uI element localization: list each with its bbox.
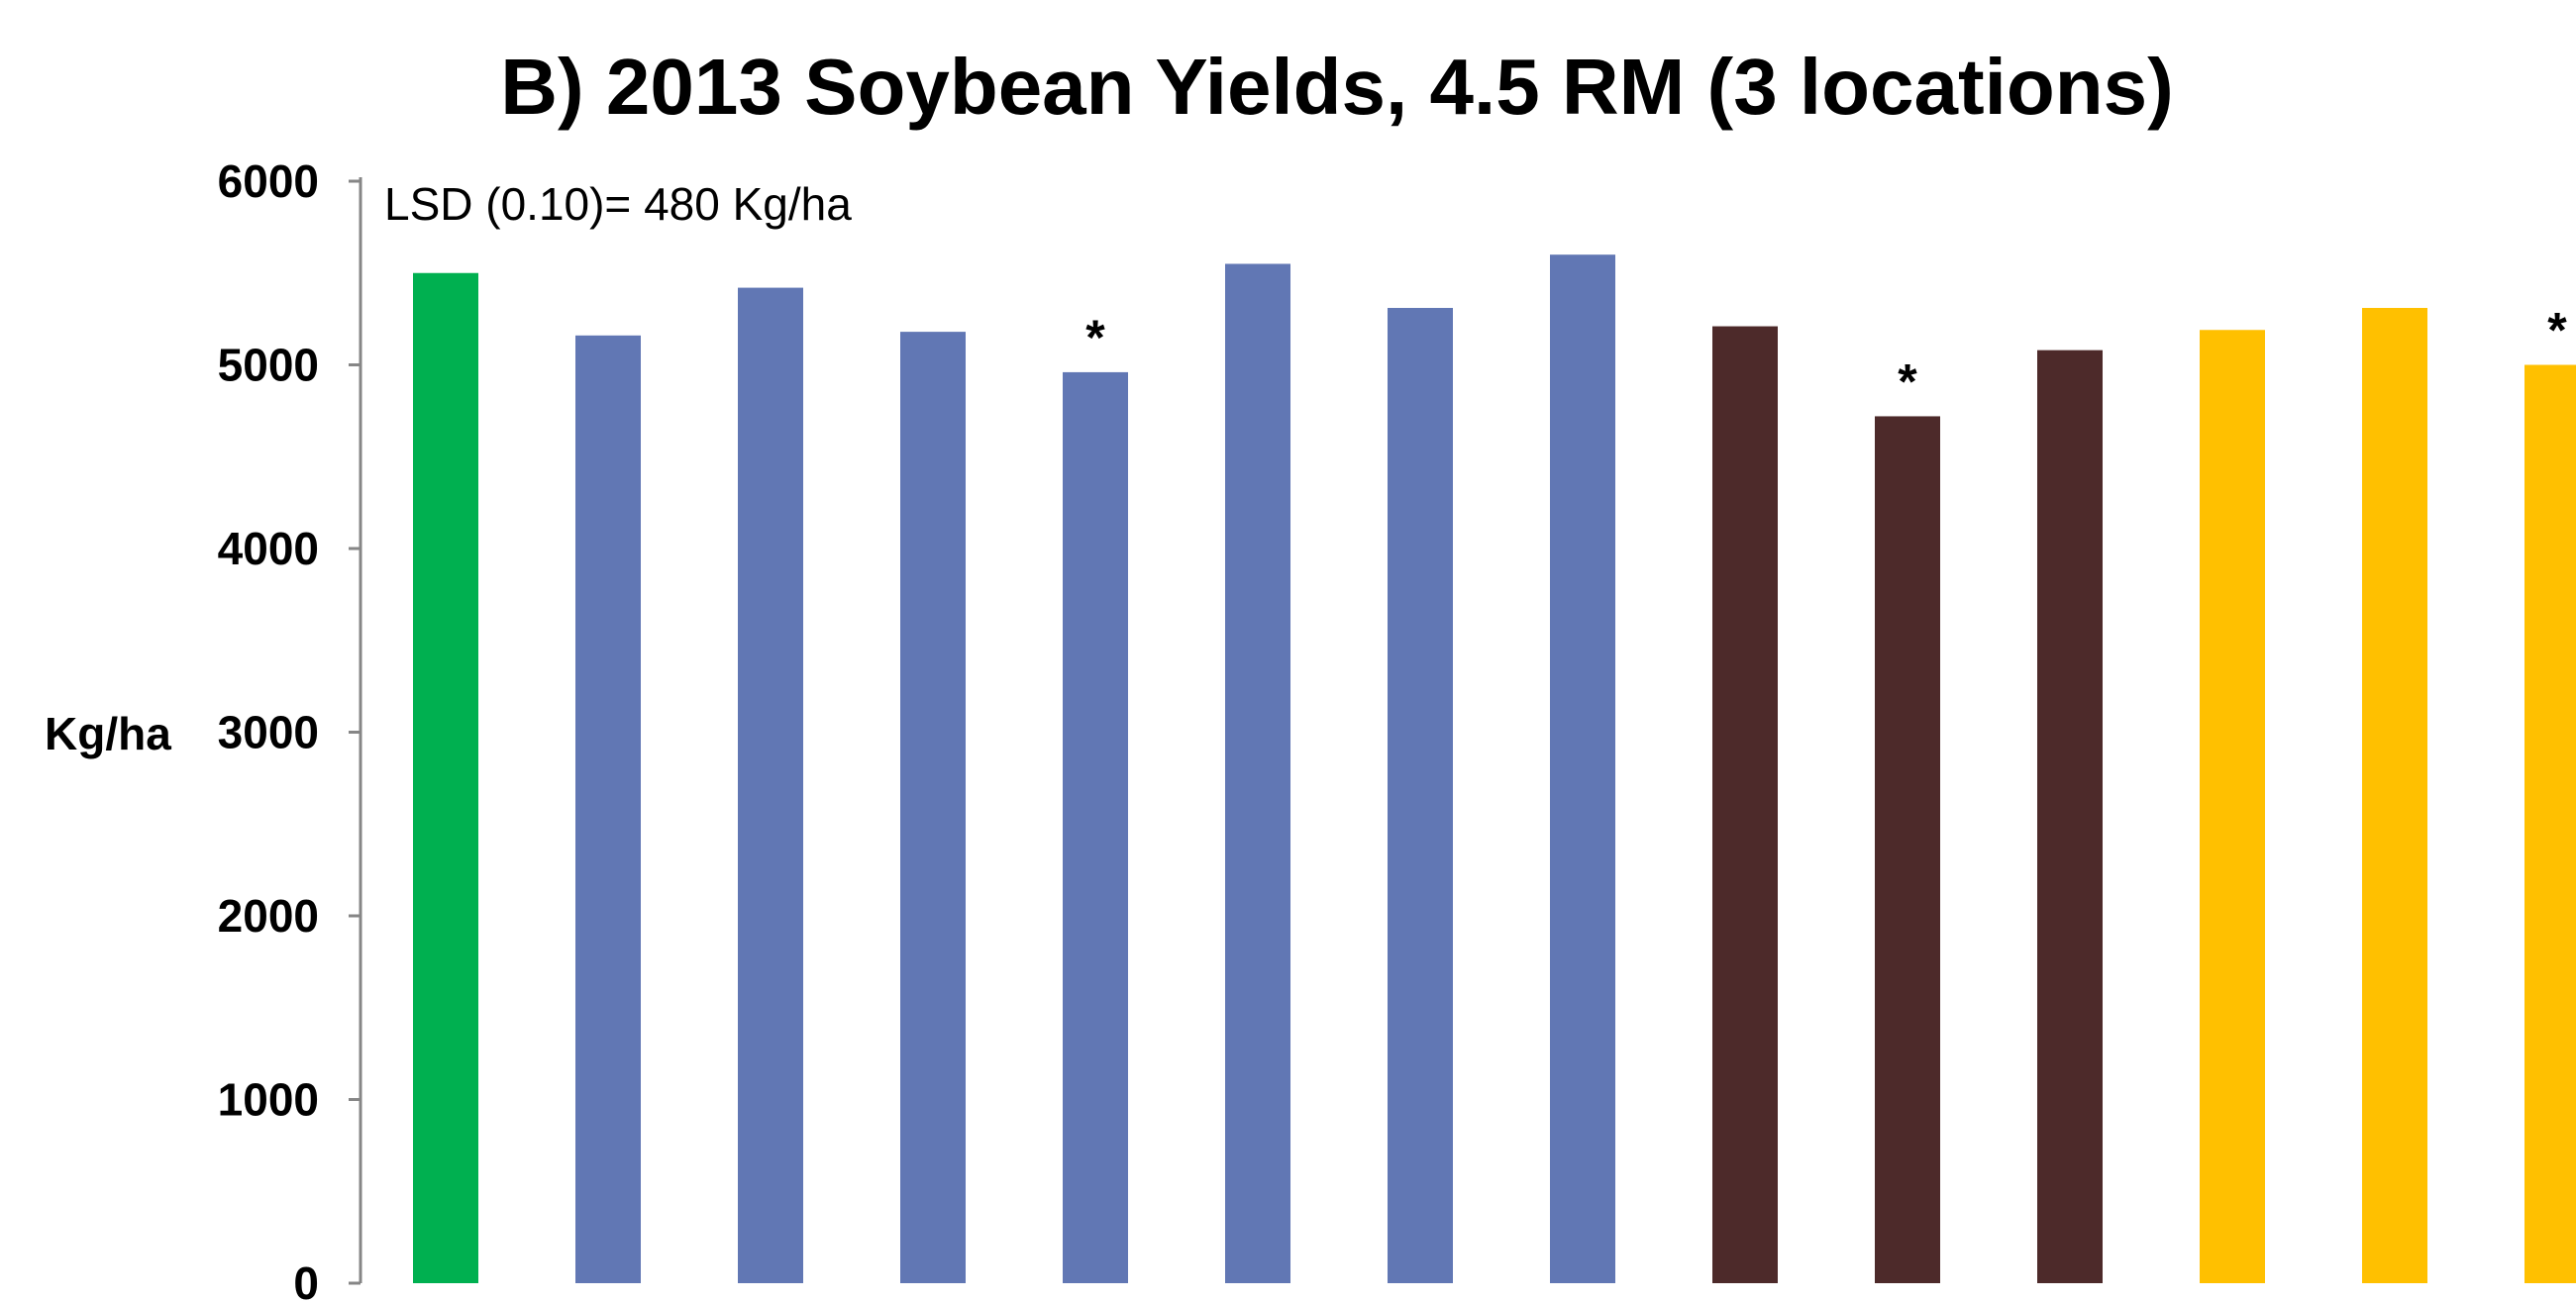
y-tick-label: 6000 — [218, 155, 319, 207]
significance-marker: * — [2547, 303, 2567, 358]
y-tick-label: 4000 — [218, 523, 319, 574]
bar — [1225, 263, 1290, 1284]
bar — [1875, 416, 1940, 1283]
y-axis-ticks: 0 1000 2000 3000 4000 5000 6000 — [218, 155, 361, 1302]
bar — [2200, 330, 2265, 1283]
y-tick-label: 5000 — [218, 340, 319, 391]
bars — [413, 254, 2576, 1284]
significance-marker: * — [1085, 310, 1105, 365]
bar — [575, 335, 641, 1283]
bar — [1712, 326, 1778, 1283]
chart-title: B) 2013 Soybean Yields, 4.5 RM (3 locati… — [500, 43, 2173, 131]
bar — [738, 287, 803, 1284]
bar — [1388, 307, 1453, 1283]
y-tick-label: 0 — [293, 1257, 319, 1302]
bar — [2362, 307, 2427, 1283]
significance-markers: * * * — [1085, 303, 2567, 410]
lsd-annotation: LSD (0.10)= 480 Kg/ha — [384, 178, 852, 230]
bar — [900, 332, 966, 1283]
y-tick-label: 1000 — [218, 1074, 319, 1126]
bar — [413, 272, 478, 1283]
y-tick-label: 2000 — [218, 890, 319, 942]
bar — [1063, 371, 1128, 1283]
bar — [2037, 350, 2103, 1283]
bar — [2524, 364, 2576, 1283]
bar — [1550, 254, 1615, 1284]
y-tick-label: 3000 — [218, 707, 319, 758]
y-axis-label: Kg/ha — [45, 708, 171, 759]
significance-marker: * — [1898, 353, 1917, 409]
